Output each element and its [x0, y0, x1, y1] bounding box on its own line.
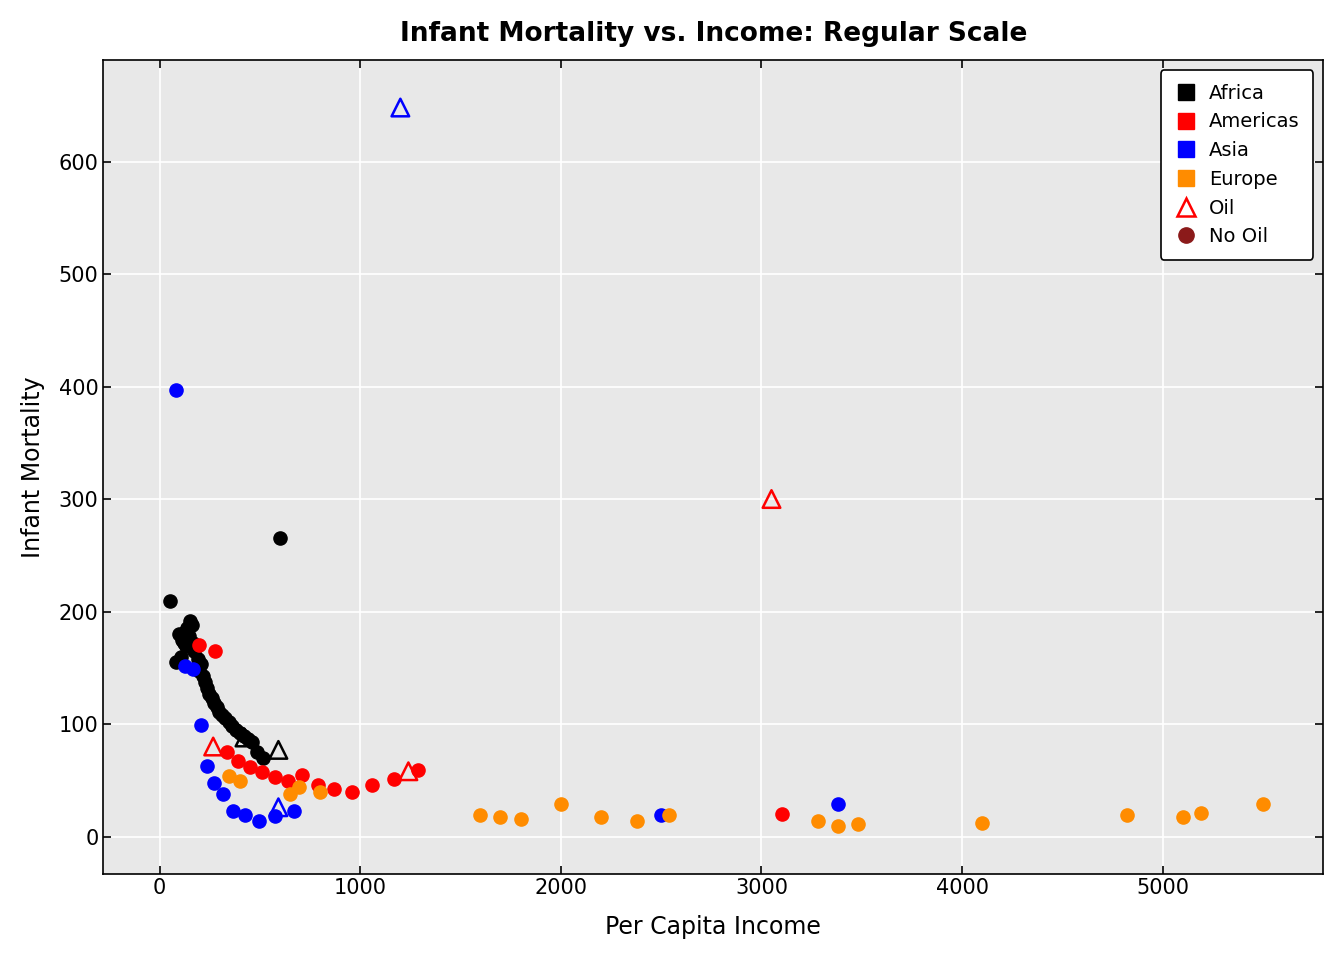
- Point: [171, 632, 192, 647]
- Point: [165, 382, 187, 397]
- Point: [972, 815, 993, 830]
- Point: [362, 777, 383, 792]
- Point: [1189, 805, 1211, 821]
- Point: [218, 714, 239, 730]
- Point: [489, 809, 511, 825]
- Point: [251, 765, 273, 780]
- Point: [469, 807, 491, 823]
- Point: [196, 758, 218, 774]
- Point: [761, 492, 782, 507]
- Point: [1172, 809, 1193, 825]
- Point: [249, 813, 270, 828]
- Point: [191, 657, 212, 672]
- Point: [187, 651, 208, 666]
- Point: [1253, 796, 1274, 811]
- Point: [341, 783, 363, 799]
- Point: [219, 768, 241, 783]
- Point: [175, 658, 196, 673]
- Title: Infant Mortality vs. Income: Regular Scale: Infant Mortality vs. Income: Regular Sca…: [399, 21, 1027, 47]
- Point: [168, 626, 190, 641]
- Point: [292, 767, 313, 782]
- Point: [246, 744, 267, 759]
- Point: [183, 661, 204, 677]
- Point: [175, 624, 196, 639]
- Point: [185, 660, 207, 676]
- Point: [228, 726, 250, 741]
- Point: [211, 708, 233, 723]
- Point: [237, 731, 258, 746]
- Point: [267, 742, 289, 757]
- Point: [550, 796, 571, 811]
- Point: [827, 796, 848, 811]
- Point: [165, 655, 187, 670]
- Point: [770, 806, 792, 822]
- Point: [626, 813, 648, 828]
- Legend: Africa, Americas, Asia, Europe, Oil, No Oil: Africa, Americas, Asia, Europe, Oil, No …: [1161, 70, 1313, 260]
- Point: [173, 636, 195, 651]
- Point: [590, 809, 612, 825]
- Point: [159, 593, 180, 609]
- Point: [827, 819, 848, 834]
- Y-axis label: Infant Mortality: Infant Mortality: [22, 376, 44, 558]
- Point: [169, 649, 191, 664]
- X-axis label: Per Capita Income: Per Capita Income: [605, 915, 821, 939]
- Point: [183, 636, 204, 651]
- Point: [199, 686, 220, 702]
- Point: [203, 775, 224, 790]
- Point: [195, 675, 216, 690]
- Point: [222, 719, 243, 734]
- Point: [216, 744, 238, 759]
- Point: [184, 643, 206, 659]
- Point: [383, 772, 405, 787]
- Point: [202, 690, 223, 706]
- Point: [650, 807, 672, 823]
- Point: [309, 783, 331, 799]
- Point: [196, 681, 218, 696]
- Point: [324, 781, 345, 797]
- Point: [390, 100, 411, 115]
- Point: [289, 780, 310, 795]
- Point: [267, 800, 289, 815]
- Point: [509, 811, 531, 827]
- Point: [203, 739, 224, 755]
- Point: [239, 759, 261, 775]
- Point: [284, 803, 305, 818]
- Point: [208, 704, 230, 719]
- Point: [215, 710, 237, 726]
- Point: [188, 663, 210, 679]
- Point: [235, 807, 257, 823]
- Point: [188, 637, 210, 653]
- Point: [203, 695, 224, 710]
- Point: [234, 730, 255, 745]
- Point: [265, 808, 286, 824]
- Point: [242, 734, 263, 750]
- Point: [233, 729, 254, 744]
- Point: [265, 769, 286, 784]
- Point: [204, 643, 226, 659]
- Point: [806, 813, 828, 828]
- Point: [230, 774, 251, 789]
- Point: [179, 612, 200, 628]
- Point: [212, 786, 234, 802]
- Point: [1116, 807, 1137, 823]
- Point: [206, 700, 227, 715]
- Point: [253, 750, 274, 765]
- Point: [398, 763, 419, 779]
- Point: [224, 722, 246, 737]
- Point: [269, 531, 290, 546]
- Point: [659, 807, 680, 823]
- Point: [181, 617, 203, 633]
- Point: [177, 629, 199, 644]
- Point: [407, 762, 429, 778]
- Point: [280, 786, 301, 802]
- Point: [190, 717, 211, 732]
- Point: [192, 668, 214, 684]
- Point: [176, 621, 198, 636]
- Point: [223, 803, 245, 818]
- Point: [847, 816, 868, 831]
- Point: [308, 777, 329, 792]
- Point: [175, 638, 196, 654]
- Point: [277, 774, 298, 789]
- Point: [227, 754, 249, 769]
